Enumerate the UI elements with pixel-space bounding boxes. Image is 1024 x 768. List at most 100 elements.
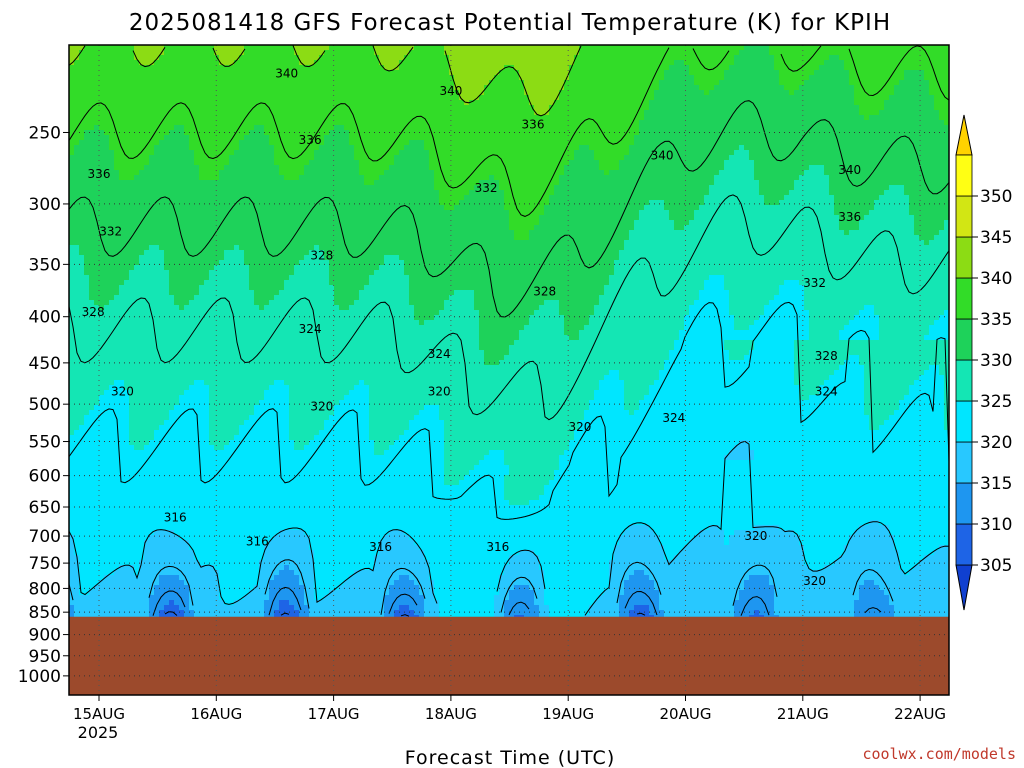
field-cell [104,50,110,56]
field-cell [214,305,220,311]
field-cell [164,125,170,131]
field-cell [149,225,155,231]
field-cell [239,440,245,446]
field-cell [84,540,90,546]
field-cell [259,145,265,151]
field-cell [114,545,120,551]
field-cell [79,535,85,541]
field-cell [179,575,185,581]
field-cell [159,110,165,116]
field-cell [204,285,210,291]
field-cell [219,355,225,361]
field-cell [194,60,200,66]
field-cell [144,560,150,566]
field-cell [124,405,130,411]
field-cell [189,50,195,56]
field-cell [99,475,105,481]
field-cell [209,425,215,431]
field-cell [144,75,150,81]
field-cell [229,595,235,601]
field-cell [254,490,260,496]
field-cell [114,285,120,291]
field-cell [139,470,145,476]
field-cell [119,100,125,106]
field-cell [149,350,155,356]
field-cell [119,540,125,546]
field-cell [104,360,110,366]
field-cell [84,410,90,416]
field-cell [99,605,105,611]
field-cell [209,105,215,111]
field-cell [209,75,215,81]
field-cell [104,345,110,351]
field-cell [149,160,155,166]
field-cell [129,210,135,216]
field-cell [134,120,140,126]
field-cell [214,555,220,561]
field-cell [94,215,100,221]
field-cell [99,55,105,61]
field-cell [129,205,135,211]
field-cell [224,605,230,611]
field-cell [249,335,255,341]
field-cell [214,50,220,56]
field-cell [129,350,135,356]
field-cell [79,595,85,601]
field-cell [134,535,140,541]
field-cell [189,320,195,326]
field-cell [189,65,195,71]
plot-area: 3443483443443403403403403363363363363323… [69,45,949,695]
field-cell [154,585,160,591]
field-cell [249,570,255,576]
field-cell [129,105,135,111]
field-cell [254,455,260,461]
field-cell [134,240,140,246]
field-cell [174,360,180,366]
field-cell [129,195,135,201]
field-cell [144,125,150,131]
field-cell [174,175,180,181]
field-cell [89,520,95,526]
field-cell [239,325,245,331]
field-cell [149,535,155,541]
field-cell [224,410,230,416]
field-cell [234,320,240,326]
field-cell [139,610,145,616]
field-cell [244,335,250,341]
field-cell [169,150,175,156]
field-cell [154,305,160,311]
field-cell [189,155,195,161]
field-cell [69,470,75,476]
field-cell [189,540,195,546]
field-cell [89,45,95,51]
field-cell [144,400,150,406]
field-cell [224,280,230,286]
field-cell [174,545,180,551]
field-cell [134,415,140,421]
field-cell [244,345,250,351]
field-cell [249,585,255,591]
field-cell [84,180,90,186]
field-cell [134,165,140,171]
field-cell [209,395,215,401]
field-cell [94,445,100,451]
field-cell [119,195,125,201]
field-cell [224,590,230,596]
field-cell [84,75,90,81]
field-cell [249,240,255,246]
field-cell [99,75,105,81]
field-cell [164,220,170,226]
field-cell [224,305,230,311]
field-cell [179,55,185,61]
field-cell [254,55,260,61]
field-cell [174,120,180,126]
field-cell [204,90,210,96]
field-cell [204,455,210,461]
field-cell [239,430,245,436]
field-cell [164,480,170,486]
field-cell [234,465,240,471]
field-cell [94,205,100,211]
field-cell [204,475,210,481]
field-cell [94,45,100,51]
field-cell [234,210,240,216]
